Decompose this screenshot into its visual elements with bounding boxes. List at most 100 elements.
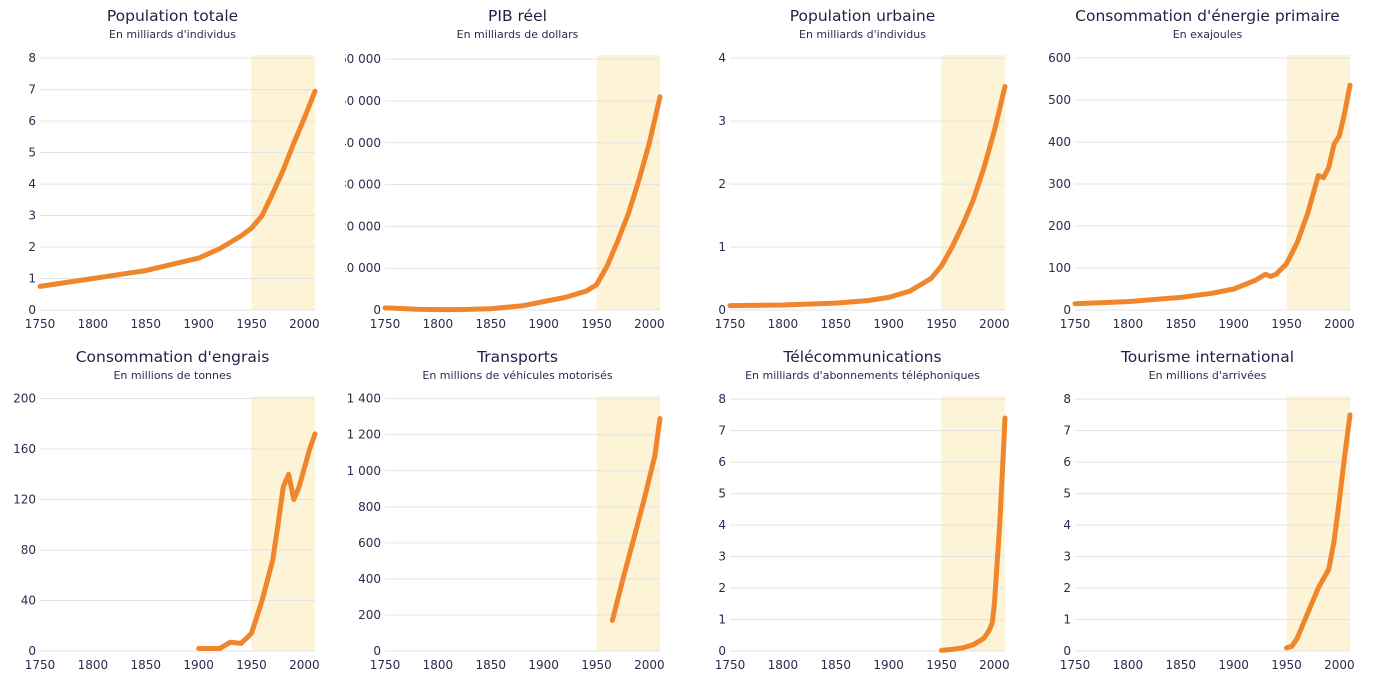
y-tick-label: 1 bbox=[718, 240, 726, 254]
chart-title: Population urbaine bbox=[789, 7, 936, 25]
y-tick-label: 8 bbox=[718, 392, 726, 406]
highlight-band bbox=[596, 396, 660, 651]
y-tick-label: 0 bbox=[28, 644, 36, 658]
y-tick-label: 7 bbox=[718, 424, 726, 438]
chart-panel: 0 200 400 600 800 1 000 1 200 1 400 1750 1800 1850… bbox=[345, 341, 690, 682]
x-tick-label: 1850 bbox=[475, 317, 506, 331]
x-tick-label: 1900 bbox=[873, 317, 904, 331]
y-tick-label: 80 bbox=[21, 543, 36, 557]
x-tick-label: 1950 bbox=[581, 317, 612, 331]
series-line bbox=[1284, 412, 1353, 651]
x-tick-label: 1950 bbox=[926, 317, 957, 331]
x-tick-label: 1900 bbox=[528, 658, 559, 672]
x-tick-label: 1750 bbox=[1060, 658, 1091, 672]
y-tick-label: 100 bbox=[1048, 261, 1071, 275]
y-tick-label: 40 000 bbox=[345, 136, 381, 150]
y-tick-label: 0 bbox=[28, 303, 36, 317]
chart-title: Tourisme international bbox=[1120, 348, 1295, 366]
y-tick-label: 60 000 bbox=[345, 52, 381, 66]
x-tick-label: 1800 bbox=[768, 317, 799, 331]
x-tick-label: 2000 bbox=[634, 658, 665, 672]
x-tick-label: 1950 bbox=[581, 658, 612, 672]
y-tick-label: 5 bbox=[718, 487, 726, 501]
x-tick-label: 2000 bbox=[289, 658, 320, 672]
chart-subtitle: En millions de tonnes bbox=[113, 369, 232, 382]
x-tick-label: 1900 bbox=[873, 658, 904, 672]
series-line bbox=[37, 88, 318, 289]
highlight-band bbox=[251, 55, 315, 310]
chart-title: Consommation d'engrais bbox=[75, 348, 270, 366]
y-tick-label: 3 bbox=[28, 209, 36, 223]
x-tick-label: 1750 bbox=[370, 317, 401, 331]
y-tick-label: 1 400 bbox=[347, 392, 381, 406]
y-tick-label: 6 bbox=[1063, 455, 1071, 469]
x-tick-label: 1800 bbox=[423, 317, 454, 331]
x-tick-label: 1800 bbox=[78, 317, 109, 331]
chart-svg: 0 1 2 3 4 1750 1800 1850 1900 1950 2000 bbox=[715, 51, 1010, 331]
chart-subtitle: En exajoules bbox=[1172, 28, 1243, 41]
y-tick-label: 200 bbox=[358, 608, 381, 622]
y-tick-label: 2 bbox=[718, 177, 726, 191]
chart-panel: 0 10 000 20 000 30 000 40 000 50 000 60 000 175… bbox=[345, 0, 690, 341]
highlight-band bbox=[251, 396, 315, 651]
x-tick-label: 1950 bbox=[926, 658, 957, 672]
series-line bbox=[1072, 82, 1353, 307]
y-tick-label: 7 bbox=[1063, 424, 1071, 438]
y-tick-label: 600 bbox=[1048, 51, 1071, 65]
x-tick-label: 1900 bbox=[1218, 658, 1249, 672]
y-tick-label: 0 bbox=[1063, 644, 1071, 658]
chart-svg: 0 1 2 3 4 5 6 7 8 1750 1800 1850 1900 1950 2000 bbox=[715, 392, 1010, 672]
y-tick-label: 200 bbox=[13, 392, 36, 406]
y-tick-label: 3 bbox=[718, 114, 726, 128]
y-tick-label: 1 200 bbox=[347, 428, 381, 442]
y-tick-label: 20 000 bbox=[345, 219, 381, 233]
highlight-band bbox=[941, 55, 1005, 310]
y-tick-label: 6 bbox=[28, 114, 36, 128]
y-tick-label: 4 bbox=[28, 177, 36, 191]
y-tick-label: 6 bbox=[718, 455, 726, 469]
y-tick-label: 0 bbox=[373, 644, 381, 658]
chart-title: Transports bbox=[477, 348, 558, 366]
x-tick-label: 1950 bbox=[1271, 658, 1302, 672]
chart-title: Consommation d'énergie primaire bbox=[1075, 7, 1340, 25]
x-tick-label: 1800 bbox=[1113, 317, 1144, 331]
series-line bbox=[939, 415, 1008, 653]
y-tick-label: 7 bbox=[28, 83, 36, 97]
y-tick-label: 0 bbox=[373, 303, 381, 317]
chart-subtitle: En milliards de dollars bbox=[456, 28, 579, 41]
y-tick-label: 1 bbox=[28, 272, 36, 286]
x-tick-label: 2000 bbox=[289, 317, 320, 331]
y-tick-label: 10 000 bbox=[345, 261, 381, 275]
x-tick-label: 1950 bbox=[1271, 317, 1302, 331]
x-tick-label: 2000 bbox=[634, 317, 665, 331]
x-tick-label: 1850 bbox=[475, 658, 506, 672]
y-tick-label: 40 bbox=[21, 594, 36, 608]
y-tick-label: 1 bbox=[718, 613, 726, 627]
y-tick-label: 2 bbox=[1063, 581, 1071, 595]
x-tick-label: 1750 bbox=[1060, 317, 1091, 331]
x-tick-label: 1750 bbox=[715, 317, 746, 331]
x-tick-label: 1900 bbox=[183, 658, 214, 672]
y-tick-label: 160 bbox=[13, 442, 36, 456]
y-tick-label: 800 bbox=[358, 500, 381, 514]
y-tick-label: 50 000 bbox=[345, 94, 381, 108]
x-tick-label: 1750 bbox=[25, 317, 56, 331]
chart-svg: 0 40 80 120 160 200 1750 1800 1850 1900 1950 2000 bbox=[13, 392, 320, 672]
x-tick-label: 1900 bbox=[1218, 317, 1249, 331]
y-tick-label: 4 bbox=[1063, 518, 1071, 532]
x-tick-label: 1850 bbox=[820, 317, 851, 331]
series-line bbox=[196, 431, 318, 651]
y-tick-label: 0 bbox=[718, 303, 726, 317]
series-line bbox=[609, 416, 663, 623]
chart-title: Télécommunications bbox=[783, 348, 942, 366]
y-tick-label: 1 000 bbox=[347, 464, 381, 478]
y-tick-label: 3 bbox=[718, 550, 726, 564]
chart-panel: 0 40 80 120 160 200 1750 1800 1850 1900 1950 2000 Co… bbox=[0, 341, 345, 682]
y-tick-label: 0 bbox=[718, 644, 726, 658]
chart-svg: 0 10 000 20 000 30 000 40 000 50 000 60 000 175… bbox=[345, 52, 665, 331]
x-tick-label: 1750 bbox=[25, 658, 56, 672]
chart-svg: 0 1 2 3 4 5 6 7 8 1750 1800 1850 1900 1950 2000 bbox=[1060, 392, 1355, 672]
x-tick-label: 1850 bbox=[1165, 658, 1196, 672]
y-tick-label: 300 bbox=[1048, 177, 1071, 191]
